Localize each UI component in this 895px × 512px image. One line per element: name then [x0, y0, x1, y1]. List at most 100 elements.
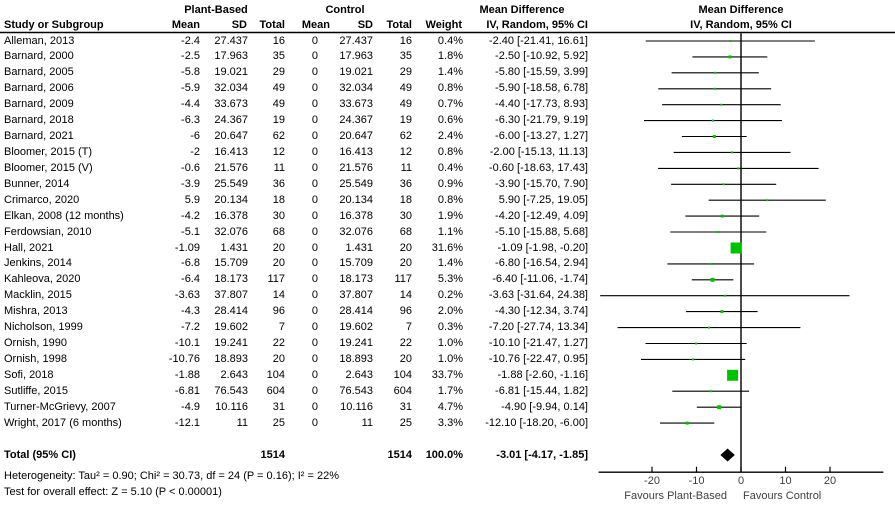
study-cell: 49	[399, 98, 412, 111]
study-cell: -6.40 [-11.06, -1.74]	[492, 273, 588, 286]
study-cell: -4.2	[181, 209, 200, 222]
study-cell: 32.034	[214, 82, 248, 95]
study-cell: 0	[311, 400, 318, 413]
study-cell: 33.673	[214, 98, 248, 111]
heterogeneity-text: Heterogeneity: Tau² = 0.90; Chi² = 30.73…	[4, 470, 339, 482]
study-cell: 11	[400, 161, 412, 174]
study-cell: 17.963	[339, 50, 373, 63]
study-cell: -6	[190, 130, 200, 142]
study-cell: 1.431	[220, 241, 248, 254]
study-cell: 16.378	[214, 209, 248, 222]
study-cell: 68	[272, 225, 285, 238]
study-name: Bunner, 2014	[4, 177, 70, 190]
study-cell: 20	[272, 241, 285, 254]
study-name: Hall, 2021	[4, 241, 54, 254]
study-cell: -5.8	[181, 66, 200, 79]
study-cell: 37.807	[214, 289, 248, 302]
study-cell: 0	[311, 209, 318, 222]
study-cell: 0	[311, 66, 318, 79]
study-cell: 1.7%	[437, 384, 463, 397]
study-cell: 32.076	[214, 225, 248, 238]
study-cell: 19	[272, 114, 285, 127]
study-cell: -12.10 [-18.20, -6.00]	[485, 416, 588, 429]
study-cell: -3.63 [-31.64, 24.38]	[488, 289, 588, 302]
study-cell: -6.4	[181, 273, 200, 286]
study-cell: 0.8%	[437, 82, 463, 95]
study-cell: 35	[399, 50, 412, 63]
study-cell: 7	[278, 321, 285, 334]
study-cell: 10.116	[215, 400, 248, 413]
study-cell: -3.9	[181, 177, 200, 190]
study-cell: 19.602	[214, 321, 248, 334]
study-cell: 62	[399, 130, 412, 142]
study-cell: 30	[272, 209, 285, 222]
total2-col-header: Total	[386, 19, 412, 31]
study-cell: 1.0%	[437, 352, 463, 365]
method-col-header: IV, Random, 95% CI	[486, 19, 588, 31]
study-cell: -6.81	[174, 384, 200, 397]
study-cell: 25.549	[339, 177, 373, 190]
study-name: Turner-McGrievy, 2007	[4, 400, 116, 413]
study-cell: 0.3%	[437, 321, 463, 334]
study-cell: 0	[311, 145, 318, 158]
study-cell: 19.602	[339, 321, 373, 334]
study-name: Sofi, 2018	[4, 368, 54, 381]
study-cell: -1.88 [-2.60, -1.16]	[497, 368, 589, 381]
study-cell: -6.80 [-16.54, 2.94]	[495, 257, 588, 270]
study-cell: 5.90 [-7.25, 19.05]	[498, 193, 588, 206]
study-cell: 0	[311, 193, 318, 206]
overall-effect-text: Test for overall effect: Z = 5.10 (P < 0…	[4, 486, 222, 498]
study-cell: 19.241	[339, 337, 373, 349]
study-cell: 12	[272, 145, 285, 158]
study-cell: 36	[399, 177, 412, 190]
study-cell: 0	[311, 114, 318, 127]
study-cell: 104	[266, 368, 285, 381]
study-cell: 96	[272, 305, 285, 318]
study-cell: -10.10 [-21.47, 1.27]	[488, 337, 588, 349]
study-name: Bloomer, 2015 (V)	[4, 161, 93, 174]
study-cell: 76.543	[214, 384, 248, 397]
effect-plot-header: Mean Difference	[698, 4, 784, 16]
study-name: Barnard, 2000	[4, 50, 74, 63]
study-cell: -10.76 [-22.47, 0.95]	[488, 352, 588, 365]
axis-tick-label: -20	[644, 475, 660, 487]
study-cell: 0	[311, 34, 318, 47]
study-cell: 0	[311, 225, 318, 238]
study-cell: 0	[311, 257, 318, 270]
study-cell: 25	[272, 416, 285, 429]
study-cell: 604	[266, 384, 285, 397]
study-cell: 0.7%	[437, 98, 463, 111]
study-name: Macklin, 2015	[4, 289, 72, 302]
study-cell: 16	[272, 34, 285, 47]
study-cell: 12	[399, 145, 412, 158]
study-cell: 20	[399, 352, 412, 365]
study-cell: -6.3	[181, 114, 200, 127]
study-cell: 33.7%	[431, 368, 463, 381]
study-cell: 24.367	[339, 114, 373, 127]
study-cell: 0	[311, 368, 318, 381]
total-label: Total (95% CI)	[4, 449, 76, 461]
study-cell: -10.76	[168, 352, 200, 365]
study-cell: 15.709	[339, 257, 373, 270]
study-name: Barnard, 2009	[4, 98, 74, 111]
study-cell: 96	[399, 305, 412, 318]
study-cell: 2.643	[220, 368, 248, 381]
study-cell: -4.30 [-12.34, 3.74]	[495, 305, 588, 318]
study-cell: 31	[272, 400, 285, 413]
study-cell: 29	[272, 66, 285, 79]
axis-tick-label: 0	[737, 475, 745, 487]
study-cell: -4.20 [-12.49, 4.09]	[495, 209, 588, 222]
study-cell: 0	[311, 289, 318, 302]
group1-header: Plant-Based	[184, 4, 248, 16]
study-cell: -7.20 [-27.74, 13.34]	[488, 321, 588, 334]
study-cell: -4.9	[181, 400, 200, 413]
study-cell: -6.8	[181, 257, 200, 270]
study-cell: 27.437	[214, 34, 248, 47]
study-name: Sutliffe, 2015	[4, 384, 69, 397]
study-cell: 49	[272, 82, 285, 95]
study-cell: -4.90 [-9.94, 0.14]	[501, 400, 588, 413]
study-name: Barnard, 2005	[4, 66, 74, 79]
study-cell: 21.576	[339, 161, 373, 174]
study-cell: 104	[393, 368, 412, 381]
study-cell: 11	[361, 416, 373, 429]
